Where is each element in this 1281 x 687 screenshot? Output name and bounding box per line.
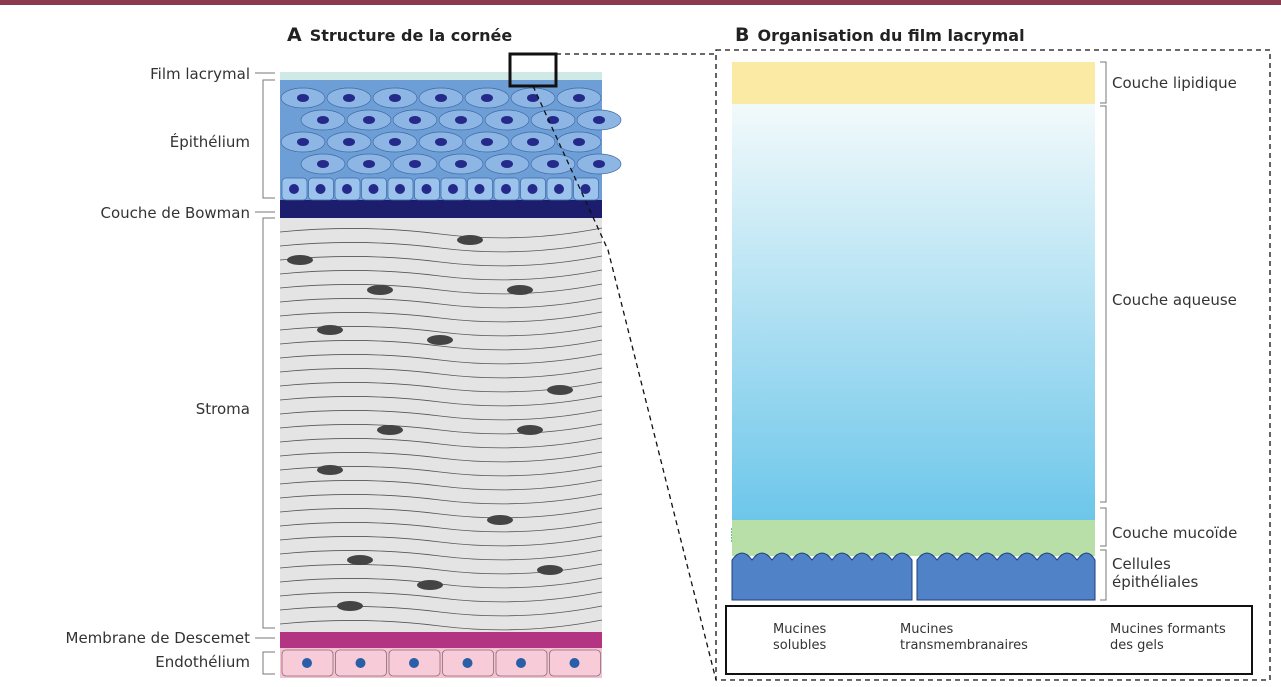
nucleus <box>481 94 493 102</box>
tear-film <box>280 72 602 81</box>
brackets <box>255 73 275 674</box>
nucleus <box>501 184 511 194</box>
layer-label: Couche lipidique <box>1112 74 1237 92</box>
legend-label: Mucines transmembranaires <box>900 622 1050 654</box>
nucleus <box>409 116 421 124</box>
nucleus <box>516 658 526 668</box>
aqueous-layer <box>732 103 1095 523</box>
layer-label: Stroma <box>10 400 250 418</box>
bowman-layer <box>280 200 602 218</box>
nucleus <box>342 184 352 194</box>
nucleus <box>297 94 309 102</box>
legend-label: Mucines formants des gels <box>1110 622 1250 654</box>
nucleus <box>435 94 447 102</box>
layer-label: Couche de Bowman <box>10 204 250 222</box>
nucleus <box>455 160 467 168</box>
nucleus <box>409 658 419 668</box>
nucleus <box>363 116 375 124</box>
layer-label: Membrane de Descemet <box>10 629 250 647</box>
descemet <box>280 632 602 648</box>
keratocyte <box>547 385 573 395</box>
layer-label: Film lacrymal <box>10 65 250 83</box>
nucleus <box>554 184 564 194</box>
nucleus <box>501 160 513 168</box>
keratocyte <box>417 580 443 590</box>
nucleus <box>475 184 485 194</box>
keratocyte <box>427 335 453 345</box>
keratocyte <box>517 425 543 435</box>
nucleus <box>422 184 432 194</box>
nucleus <box>481 138 493 146</box>
nucleus <box>363 160 375 168</box>
nucleus <box>547 160 559 168</box>
top-bar <box>0 0 1281 5</box>
nucleus <box>455 116 467 124</box>
keratocyte <box>367 285 393 295</box>
nucleus <box>573 138 585 146</box>
nucleus <box>573 94 585 102</box>
illustration <box>0 0 1281 687</box>
legend-label: Mucines solubles <box>773 622 843 654</box>
figure: AStructure de la cornée BOrganisation du… <box>0 0 1281 687</box>
nucleus <box>528 184 538 194</box>
b-brackets <box>1100 62 1106 600</box>
nucleus <box>448 184 458 194</box>
nucleus <box>317 116 329 124</box>
nucleus <box>570 658 580 668</box>
nucleus <box>369 184 379 194</box>
nucleus <box>395 184 405 194</box>
nucleus <box>389 94 401 102</box>
layer-label: Couche mucoïde <box>1112 524 1237 542</box>
nucleus <box>289 184 299 194</box>
keratocyte <box>317 465 343 475</box>
keratocyte <box>347 555 373 565</box>
keratocyte <box>457 235 483 245</box>
keratocyte <box>287 255 313 265</box>
nucleus <box>343 138 355 146</box>
layer-label: Endothélium <box>10 653 250 671</box>
nucleus <box>593 160 605 168</box>
lipid-layer <box>732 62 1095 104</box>
keratocyte <box>337 601 363 611</box>
nucleus <box>302 658 312 668</box>
nucleus <box>343 94 355 102</box>
nucleus <box>593 116 605 124</box>
nucleus <box>409 160 421 168</box>
keratocyte <box>317 325 343 335</box>
epithelial-cells <box>732 553 1095 600</box>
keratocyte <box>487 515 513 525</box>
nucleus <box>389 138 401 146</box>
nucleus <box>317 160 329 168</box>
layer-label: Couche aqueuse <box>1112 291 1237 309</box>
nucleus <box>316 184 326 194</box>
keratocyte <box>377 425 403 435</box>
mucoid-layer <box>732 520 1095 556</box>
keratocyte <box>537 565 563 575</box>
layer-label: Épithélium <box>10 133 250 151</box>
nucleus <box>435 138 447 146</box>
nucleus <box>501 116 513 124</box>
nucleus <box>297 138 309 146</box>
nucleus <box>356 658 366 668</box>
nucleus <box>463 658 473 668</box>
layer-label: Cellules épithéliales <box>1112 555 1222 591</box>
keratocyte <box>507 285 533 295</box>
nucleus <box>527 138 539 146</box>
